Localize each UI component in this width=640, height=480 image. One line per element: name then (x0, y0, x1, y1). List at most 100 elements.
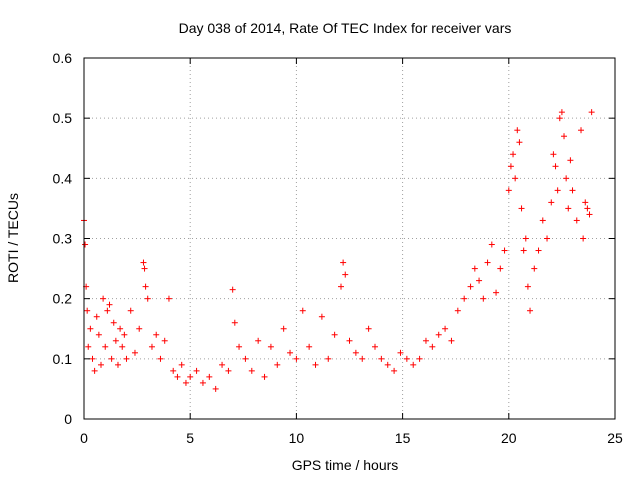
x-axis-ticks: 0 5 10 15 20 25 (80, 58, 623, 446)
data-point (527, 307, 534, 314)
data-point (548, 199, 555, 206)
data-point (501, 247, 508, 254)
data-point (510, 151, 517, 158)
data-point (280, 325, 287, 332)
data-point (429, 343, 436, 350)
data-point (141, 265, 148, 272)
data-point (274, 361, 281, 368)
plot-frame (83, 57, 616, 420)
data-point (403, 355, 410, 362)
data-point (448, 337, 455, 344)
data-point (535, 247, 542, 254)
data-point (84, 307, 91, 314)
data-point (267, 343, 274, 350)
data-point (165, 295, 172, 302)
data-point (507, 163, 514, 170)
data-point (178, 361, 185, 368)
data-point (352, 349, 359, 356)
x-tick-label: 15 (395, 430, 411, 446)
data-point (554, 187, 561, 194)
data-point (578, 127, 585, 134)
data-point (340, 259, 347, 266)
data-point (531, 265, 538, 272)
data-point (206, 373, 213, 380)
data-point (397, 349, 404, 356)
data-point (563, 175, 570, 182)
data-point (87, 325, 94, 332)
data-point (161, 337, 168, 344)
x-tick-label: 10 (289, 430, 305, 446)
y-tick-label: 0 (64, 411, 72, 427)
data-point (144, 295, 151, 302)
data-point (114, 361, 121, 368)
y-axis-ticks: 0 0.1 0.2 0.3 0.4 0.5 0.6 (53, 50, 615, 427)
data-point (157, 355, 164, 362)
data-point (514, 127, 521, 134)
data-point (476, 277, 483, 284)
data-point (569, 187, 576, 194)
data-point (567, 157, 574, 164)
data-point (471, 265, 478, 272)
data-point (312, 361, 319, 368)
data-point (416, 355, 423, 362)
data-point (488, 241, 495, 248)
y-axis-label: ROTI / TECUs (5, 193, 21, 283)
data-point (467, 283, 474, 290)
data-point (582, 199, 589, 206)
data-point (422, 337, 429, 344)
data-point (442, 325, 449, 332)
data-point (539, 217, 546, 224)
data-point (550, 151, 557, 158)
data-point (331, 331, 338, 338)
data-point (199, 379, 206, 386)
data-point (123, 355, 130, 362)
data-point (544, 235, 551, 242)
data-point (359, 355, 366, 362)
data-point (561, 133, 568, 140)
data-point (384, 361, 391, 368)
data-point (378, 355, 385, 362)
data-point (140, 259, 147, 266)
data-point (461, 295, 468, 302)
y-tick-label: 0.6 (53, 50, 73, 66)
data-point (516, 139, 523, 146)
data-point (248, 367, 255, 374)
data-point (505, 187, 512, 194)
x-tick-label: 0 (80, 430, 88, 446)
data-point (371, 343, 378, 350)
data-point (261, 373, 268, 380)
data-point (170, 367, 177, 374)
data-point (136, 325, 143, 332)
data-point (100, 295, 107, 302)
x-axis-label: GPS time / hours (292, 457, 399, 473)
data-point (119, 343, 126, 350)
y-tick-label: 0.5 (53, 110, 73, 126)
data-point (480, 295, 487, 302)
data-point (193, 367, 200, 374)
data-point (231, 319, 238, 326)
data-point (219, 361, 226, 368)
data-point (106, 301, 113, 308)
data-point (391, 367, 398, 374)
data-point (212, 385, 219, 392)
data-point (104, 307, 111, 314)
grid-lines (84, 58, 615, 419)
data-point (558, 109, 565, 116)
data-point (225, 367, 232, 374)
y-tick-label: 0.4 (53, 170, 73, 186)
data-point (242, 355, 249, 362)
x-tick-label: 5 (186, 430, 194, 446)
y-tick-label: 0.3 (53, 231, 73, 247)
data-point (588, 109, 595, 116)
data-point (512, 175, 519, 182)
data-point (346, 337, 353, 344)
data-point (121, 331, 128, 338)
data-point (131, 349, 138, 356)
data-point (112, 337, 119, 344)
data-point (435, 331, 442, 338)
data-point (552, 163, 559, 170)
data-point (82, 241, 89, 248)
data-point (117, 325, 124, 332)
data-point (153, 331, 160, 338)
